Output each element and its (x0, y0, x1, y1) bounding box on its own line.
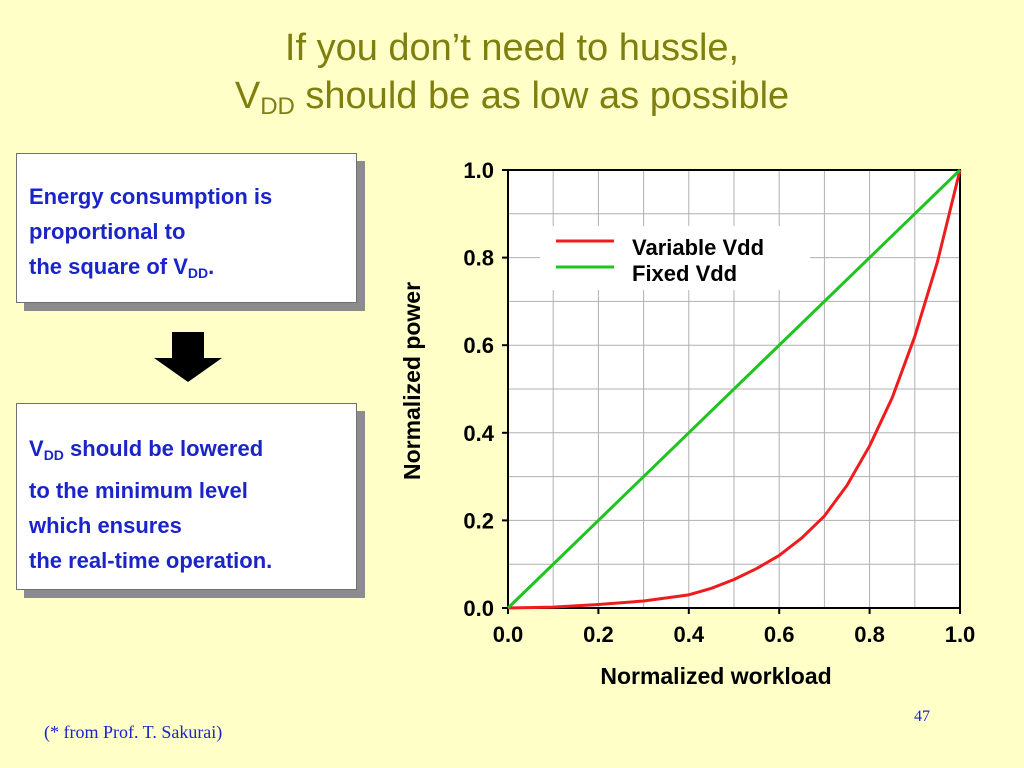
box2-line-4: the real-time operation. (29, 548, 273, 573)
box1-line-3-suffix: . (208, 254, 215, 279)
legend-box (540, 226, 810, 290)
title-v: V (234, 75, 261, 117)
box1-dd-subscript: DD (187, 265, 209, 281)
y-tick-label: 0.2 (463, 508, 494, 533)
box2-line-2: to the minimum level (29, 478, 248, 503)
box2-line-1-rest: should be lowered (63, 436, 264, 461)
box2-line-1: VDD should be lowered (29, 431, 356, 473)
y-tick-label: 0.4 (463, 421, 494, 446)
down-arrow-icon (154, 332, 222, 382)
box2-line-3: which ensures (29, 513, 182, 538)
box1-line-3: the square of VDD. (29, 249, 356, 291)
title-dd-subscript: DD (260, 93, 295, 120)
vdd-lowered-box: VDD should be lowered to the minimum lev… (16, 403, 357, 590)
energy-consumption-box: Energy consumption is proportional to th… (16, 153, 357, 303)
x-tick-label: 1.0 (945, 622, 976, 647)
title-line-2: VDD should be as low as possible (0, 72, 1024, 131)
series-line-variable-vdd (507, 169, 962, 610)
title-rest: should be as low as possible (294, 75, 790, 117)
x-tick-label: 0.2 (583, 622, 614, 647)
x-tick-label: 0.8 (854, 622, 885, 647)
y-tick-label: 0.8 (463, 246, 494, 271)
x-tick-label: 0.6 (764, 622, 795, 647)
x-axis-title: Normalized workload (600, 663, 831, 689)
title-line-1: If you don’t need to hussle, (284, 27, 740, 69)
legend-label: Fixed Vdd (632, 261, 737, 286)
series-line-fixed-vdd (506, 168, 962, 610)
plot-border (507, 169, 961, 609)
y-axis-title: Normalized power (399, 282, 425, 480)
y-tick-label: 0.0 (463, 596, 494, 621)
y-tick-label: 1.0 (463, 158, 494, 183)
credit-note: (* from Prof. T. Sakurai) (44, 722, 223, 742)
box2-v: V (29, 436, 44, 461)
legend-label: Variable Vdd (632, 235, 764, 260)
page-number: 47 (914, 708, 930, 725)
box1-line-2: proportional to (29, 219, 186, 244)
slide-title: If you don’t need to hussle, VDD should … (0, 24, 1024, 131)
box2-dd-subscript: DD (43, 447, 64, 463)
x-tick-label: 0.0 (493, 622, 524, 647)
box1-line-1: Energy consumption is (29, 184, 273, 209)
x-tick-label: 0.4 (674, 622, 705, 647)
y-tick-label: 0.6 (463, 333, 494, 358)
box1-line-3-prefix: the square of V (29, 254, 188, 279)
